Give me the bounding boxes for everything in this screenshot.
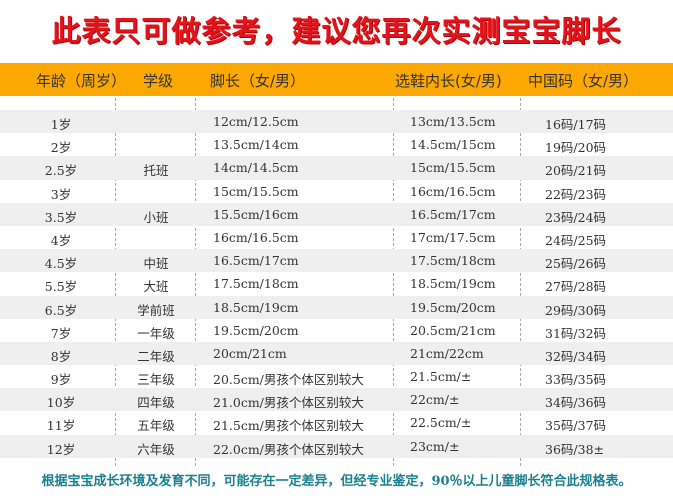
- table-row: 10岁 四年级 21.0cm/男孩个体区别较大 22cm/± 34码/36码: [0, 388, 673, 412]
- cell-shoe: 16.5cm/17cm: [410, 206, 496, 222]
- cell-foot: 20cm/21cm: [213, 345, 287, 361]
- cell-shoe: 15cm/15.5cm: [410, 160, 496, 176]
- cell-age: 11岁: [46, 418, 76, 434]
- cell-code: 20码/21码: [545, 163, 607, 179]
- cell-grade: 小班: [143, 209, 169, 225]
- table-row: 3.5岁 小班 15.5cm/16cm 16.5cm/17cm 23码/24码: [0, 202, 673, 226]
- table-row: 1岁 12cm/12.5cm 13cm/13.5cm 16码/17码: [0, 110, 673, 134]
- column-divider: [393, 98, 394, 466]
- cell-grade: 二年级: [137, 348, 175, 364]
- cell-shoe: 23cm/±: [410, 438, 460, 454]
- cell-foot: 14cm/14.5cm: [213, 160, 299, 176]
- cell-foot: 17.5cm/18cm: [213, 276, 299, 292]
- cell-shoe: 17cm/17.5cm: [410, 229, 496, 245]
- cell-code: 19码/20码: [545, 140, 607, 156]
- cell-code: 22码/23码: [545, 186, 607, 202]
- footnote: 根据宝宝成长环境及发育不同，可能存在一定差异，但经专业鉴定，90％以上儿童脚长符…: [41, 474, 632, 489]
- header-grade: 学级: [143, 72, 174, 90]
- cell-age: 7岁: [50, 325, 72, 341]
- column-divider: [115, 98, 116, 466]
- cell-age: 3岁: [50, 186, 72, 202]
- cell-shoe: 22cm/±: [410, 392, 460, 408]
- cell-code: 33码/35码: [545, 372, 607, 388]
- cell-age: 9岁: [50, 372, 72, 388]
- table-row: 3岁 15cm/15.5cm 16cm/16.5cm 22码/23码: [0, 180, 673, 203]
- table-row: 2岁 13.5cm/14cm 14.5cm/15cm 19码/20码: [0, 133, 673, 156]
- table-row: 12岁 六年级 22.0cm/男孩个体区别较大 23cm/± 36码/38±: [0, 434, 673, 458]
- cell-shoe: 18.5cm/19cm: [410, 276, 496, 292]
- cell-grade: 六年级: [137, 441, 175, 457]
- cell-foot: 16.5cm/17cm: [213, 253, 299, 269]
- cell-shoe: 20.5cm/21cm: [410, 322, 496, 338]
- table-row: 8岁 二年级 20cm/21cm 21cm/22cm 32码/34码: [0, 341, 673, 366]
- cell-code: 24码/25码: [545, 232, 607, 248]
- table-row: 4.5岁 中班 16.5cm/17cm 17.5cm/18cm 25码/26码: [0, 249, 673, 273]
- cell-grade: 三年级: [137, 372, 175, 388]
- cell-shoe: 14.5cm/15cm: [410, 137, 496, 153]
- table-header: 年龄（周岁） 学级 脚长（女/男） 选鞋内长(女/男) 中国码（女/男）: [0, 63, 673, 96]
- table-row: 5.5岁 大班 17.5cm/18cm 18.5cm/19cm 27码/28码: [0, 272, 673, 295]
- cell-code: 35码/37码: [545, 418, 607, 434]
- cell-code: 29码/30码: [545, 302, 607, 318]
- cell-age: 6.5岁: [44, 302, 78, 318]
- table-row: 6.5岁 学前班 18.5cm/19cm 19.5cm/20cm 29码/30码: [0, 295, 673, 319]
- cell-shoe: 21.5cm/±: [410, 369, 472, 385]
- cell-code: 36码/38±: [545, 441, 604, 457]
- cell-age: 4岁: [50, 232, 72, 248]
- cell-shoe: 21cm/22cm: [410, 345, 484, 361]
- cell-code: 27码/28码: [545, 279, 607, 295]
- cell-code: 31码/32码: [545, 325, 607, 341]
- column-divider: [520, 98, 521, 466]
- table-row: 7岁 一年级 19.5cm/20cm 20.5cm/21cm 31码/32码: [0, 319, 673, 342]
- cell-foot: 22.0cm/男孩个体区别较大: [213, 441, 364, 457]
- cell-grade: 托班: [143, 163, 169, 179]
- cell-foot: 15cm/15.5cm: [213, 183, 299, 199]
- table-row: 2.5岁 托班 14cm/14.5cm 15cm/15.5cm 20码/21码: [0, 156, 673, 180]
- cell-shoe: 16cm/16.5cm: [410, 183, 496, 199]
- cell-age: 4.5岁: [44, 256, 78, 272]
- header-age: 年龄（周岁）: [36, 72, 127, 90]
- header-code: 中国码（女/男）: [528, 72, 639, 90]
- cell-foot: 12cm/12.5cm: [213, 114, 299, 129]
- cell-shoe: 19.5cm/20cm: [410, 299, 496, 315]
- cell-shoe: 13cm/13.5cm: [410, 114, 496, 129]
- cell-foot: 13.5cm/14cm: [213, 137, 299, 153]
- cell-code: 32码/34码: [545, 348, 607, 364]
- cell-code: 16码/17码: [545, 117, 607, 132]
- cell-grade: 学前班: [137, 302, 175, 318]
- header-shoe: 选鞋内长(女/男): [395, 72, 502, 90]
- cell-foot: 19.5cm/20cm: [213, 322, 299, 338]
- cell-age: 1岁: [50, 117, 72, 132]
- column-divider: [195, 98, 196, 466]
- cell-foot: 16cm/16.5cm: [213, 229, 299, 245]
- cell-age: 10岁: [46, 395, 76, 411]
- cell-age: 8岁: [50, 348, 72, 364]
- cell-foot: 15.5cm/16cm: [213, 206, 299, 222]
- cell-age: 12岁: [46, 441, 76, 457]
- cell-grade: 大班: [143, 279, 169, 295]
- cell-foot: 21.5cm/男孩个体区别较大: [213, 418, 364, 434]
- header-foot: 脚长（女/男）: [210, 72, 306, 90]
- cell-shoe: 17.5cm/18cm: [410, 253, 496, 269]
- cell-age: 2岁: [50, 140, 72, 156]
- cell-code: 25码/26码: [545, 256, 607, 272]
- cell-grade: 中班: [143, 256, 169, 272]
- cell-foot: 21.0cm/男孩个体区别较大: [213, 395, 364, 411]
- cell-grade: 四年级: [137, 395, 175, 411]
- cell-shoe: 22.5cm/±: [410, 415, 472, 431]
- page-title: 此表只可做参考，建议您再次实测宝宝脚长: [51, 14, 622, 48]
- cell-grade: 一年级: [137, 325, 175, 341]
- cell-foot: 20.5cm/男孩个体区别较大: [213, 372, 364, 388]
- cell-age: 3.5岁: [44, 209, 78, 225]
- cell-foot: 18.5cm/19cm: [213, 299, 299, 315]
- table-row: 9岁 三年级 20.5cm/男孩个体区别较大 21.5cm/± 33码/35码: [0, 365, 673, 388]
- size-table: 1岁 12cm/12.5cm 13cm/13.5cm 16码/17码 2岁 13.5cm/…: [0, 110, 673, 458]
- cell-age: 5.5岁: [44, 279, 78, 295]
- cell-grade: 五年级: [137, 418, 175, 434]
- cell-code: 34码/36码: [545, 395, 607, 411]
- table-row: 11岁 五年级 21.5cm/男孩个体区别较大 22.5cm/± 35码/37码: [0, 411, 673, 434]
- table-row: 4岁 16cm/16.5cm 17cm/17.5cm 24码/25码: [0, 226, 673, 249]
- cell-code: 23码/24码: [545, 209, 607, 225]
- cell-age: 2.5岁: [44, 163, 78, 179]
